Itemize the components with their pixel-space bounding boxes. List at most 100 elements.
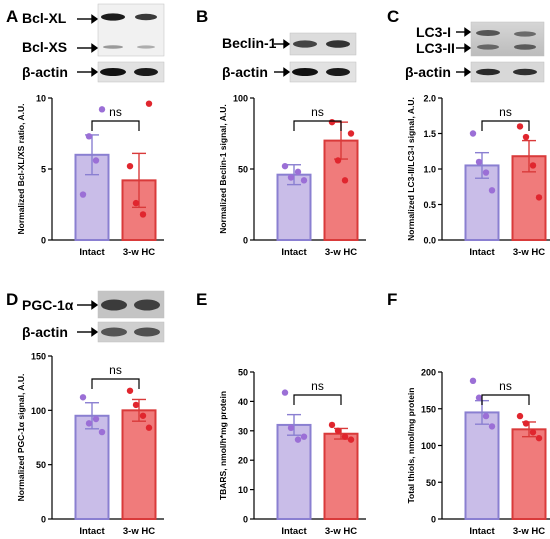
y-tick-label-beclin: 100 <box>233 94 248 104</box>
y-tick-label-bcl: 5 <box>41 165 46 175</box>
significance-bracket-pgc <box>91 378 140 389</box>
bar-chart-bcl-ratio: 0 5 10 Normalized Bcl-XL/XS ratio, A.U. Inta… <box>16 94 164 258</box>
data-point-pgc <box>132 401 140 409</box>
data-point-tbars <box>328 421 336 429</box>
bar-hc-tbars <box>323 432 359 520</box>
band-label-lc3-i: LC3-I <box>416 24 451 40</box>
x-tick-label-pgc: 3-w HC <box>123 526 155 537</box>
bar-chart-pgc: 0 50 100 150 Normalized PGC-1α signal, A.U. I… <box>16 352 164 537</box>
y-axis-label-beclin: Normalized Beclin-1 signal, A.U. <box>218 104 228 234</box>
blot-membrane-actin-a <box>97 61 165 83</box>
y-tick-label-tbars: 40 <box>238 397 248 407</box>
blot-panel-a: Bcl-XL Bcl-XS β-actin <box>22 3 165 83</box>
band-label-actin-a: β-actin <box>22 64 68 80</box>
data-point-tbars <box>281 389 289 396</box>
significance-bracket-lc3 <box>481 120 530 131</box>
data-point-pgc <box>145 424 153 431</box>
data-point-thiols <box>482 412 490 420</box>
data-point-beclin <box>281 162 289 170</box>
data-point-tbars <box>334 427 342 434</box>
data-point-thiols <box>529 429 537 436</box>
band-label-bcl-xl: Bcl-XL <box>22 10 67 26</box>
data-point-lc3 <box>469 130 477 137</box>
data-point-lc3 <box>535 194 543 201</box>
blot-membrane-lc3 <box>470 21 545 57</box>
x-tick-label-lc3: 3-w HC <box>513 247 545 258</box>
band-label-lc3-ii: LC3-II <box>416 40 455 56</box>
y-tick-label-lc3: 1.0 <box>423 165 436 175</box>
y-tick-label-lc3: 2.0 <box>423 94 436 104</box>
panel-letter-d: D <box>6 290 18 309</box>
data-point-pgc <box>98 428 106 436</box>
data-point-beclin <box>287 174 295 181</box>
data-point-bcl <box>145 100 153 107</box>
y-tick-label-tbars: 20 <box>238 456 248 466</box>
significance-label-beclin: ns <box>311 105 324 119</box>
y-tick-label-thiols: 50 <box>426 478 436 488</box>
data-point-tbars <box>347 436 355 443</box>
data-point-beclin <box>334 157 342 164</box>
data-point-beclin <box>328 118 336 126</box>
data-point-beclin <box>294 168 302 176</box>
y-tick-label-lc3: 0.0 <box>423 236 436 246</box>
data-point-beclin <box>300 177 308 184</box>
x-tick-label-beclin: 3-w HC <box>325 247 357 258</box>
y-tick-label-tbars: 10 <box>238 485 248 495</box>
data-point-bcl <box>85 133 93 140</box>
blot-panel-d: PGC-1α β-actin <box>22 290 165 343</box>
significance-bracket-beclin <box>293 120 342 131</box>
y-tick-label-beclin: 0 <box>243 236 248 246</box>
y-tick-label-pgc: 100 <box>31 406 46 416</box>
data-point-lc3 <box>482 169 490 176</box>
panel-letter-c: C <box>387 7 399 26</box>
data-point-thiols <box>469 377 477 385</box>
y-tick-label-thiols: 200 <box>421 368 436 378</box>
blot-membrane-actin-d <box>97 321 165 343</box>
band-label-bcl-xs: Bcl-XS <box>22 39 67 55</box>
x-tick-label-beclin: Intact <box>281 247 307 258</box>
y-tick-label-bcl: 0 <box>41 236 46 246</box>
data-point-beclin <box>341 177 349 184</box>
bar-hc-thiols <box>511 428 547 520</box>
data-point-tbars <box>294 436 302 443</box>
data-point-pgc <box>92 415 100 423</box>
y-tick-label-tbars: 50 <box>238 368 248 378</box>
bar-intact-beclin <box>276 173 312 241</box>
data-point-lc3 <box>522 133 530 141</box>
data-point-thiols <box>516 412 524 420</box>
band-label-beclin: Beclin-1 <box>222 35 277 51</box>
data-point-tbars <box>341 433 349 440</box>
x-tick-label-thiols: Intact <box>469 526 495 537</box>
band-label-pgc: PGC-1α <box>22 297 74 313</box>
significance-label-tbars: ns <box>311 379 324 393</box>
blot-panel-b: Beclin-1 β-actin <box>222 32 357 83</box>
bar-intact-thiols <box>464 411 500 520</box>
data-point-tbars <box>287 424 295 432</box>
panel-letter-e: E <box>196 290 207 309</box>
y-tick-label-tbars: 30 <box>238 426 248 436</box>
data-point-lc3 <box>488 187 496 194</box>
band-label-actin-d: β-actin <box>22 324 68 340</box>
y-tick-label-thiols: 150 <box>421 404 436 414</box>
data-point-lc3 <box>529 162 537 169</box>
y-tick-label-thiols: 100 <box>421 441 436 451</box>
y-axis-label-thiols: Total thiols, nmol/mg protein <box>406 387 416 503</box>
x-tick-label-bcl: Intact <box>79 247 105 258</box>
band-label-actin-c: β-actin <box>405 64 451 80</box>
data-point-thiols <box>535 434 543 442</box>
data-point-bcl <box>79 191 87 198</box>
data-point-pgc <box>139 412 147 419</box>
y-tick-label-pgc: 0 <box>41 515 46 525</box>
data-point-pgc <box>126 387 134 394</box>
data-point-thiols <box>488 423 496 430</box>
y-tick-label-beclin: 50 <box>238 165 248 175</box>
bar-chart-thiols: 0 50 100 150 200 Total thiols, nmol/mg protei… <box>406 368 550 537</box>
band-label-actin-b: β-actin <box>222 64 268 80</box>
x-tick-label-lc3: Intact <box>469 247 495 258</box>
data-point-thiols <box>522 420 530 427</box>
blot-membrane-actin-b <box>289 61 357 83</box>
y-tick-label-lc3: 0.5 <box>423 200 436 210</box>
data-point-pgc <box>85 420 93 427</box>
panel-letter-a: A <box>6 7 18 26</box>
